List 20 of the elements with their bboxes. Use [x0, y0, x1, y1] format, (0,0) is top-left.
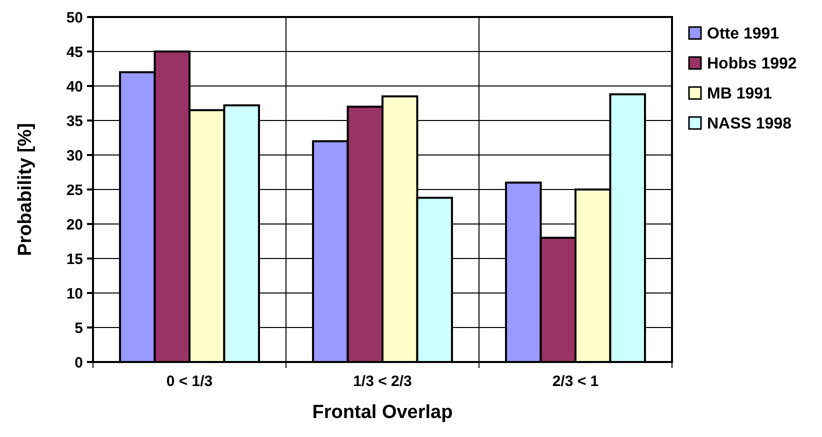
y-tick-label: 10	[66, 285, 83, 302]
y-tick-label: 25	[66, 182, 83, 199]
y-tick-label: 30	[66, 147, 83, 164]
y-tick-label: 40	[66, 78, 83, 96]
y-tick-label: 35	[66, 112, 83, 130]
x-axis-title: Frontal Overlap	[312, 402, 453, 423]
y-tick-label: 50	[66, 9, 83, 26]
y-axis-title: Probability [%]	[15, 122, 36, 256]
legend-label: NASS 1998	[707, 116, 792, 133]
y-tick-label: 45	[66, 44, 83, 61]
y-tick-label: 20	[66, 216, 83, 234]
x-tick-label: 0 < 1/3	[166, 373, 213, 390]
x-tick-label: 1/3 < 2/3	[353, 373, 412, 390]
y-tick-label: 0	[74, 354, 83, 372]
y-tick-label: 5	[74, 320, 83, 337]
legend-label: Hobbs 1992	[707, 56, 797, 73]
legend-label: MB 1991	[707, 86, 772, 103]
x-tick-label: 2/3 < 1	[552, 373, 599, 390]
y-tick-label: 15	[66, 250, 83, 268]
legend-label: Otte 1991	[707, 26, 780, 43]
